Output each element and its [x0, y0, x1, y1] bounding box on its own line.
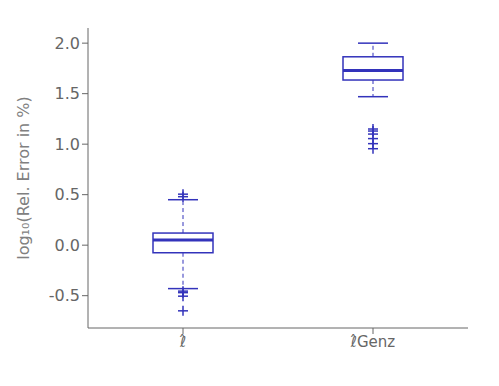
svg-text:0.0: 0.0 — [55, 236, 80, 255]
svg-text:1.0: 1.0 — [55, 135, 80, 154]
svg-text:ℓ̂Genz: ℓ̂Genz — [350, 333, 396, 351]
svg-text:-0.5: -0.5 — [49, 286, 80, 305]
svg-text:log₁₀(Rel. Error in %): log₁₀(Rel. Error in %) — [14, 96, 33, 260]
svg-text:2.0: 2.0 — [55, 34, 80, 53]
svg-text:ℓ̂: ℓ̂ — [179, 333, 186, 351]
svg-text:0.5: 0.5 — [55, 185, 80, 204]
svg-text:1.5: 1.5 — [55, 84, 80, 103]
